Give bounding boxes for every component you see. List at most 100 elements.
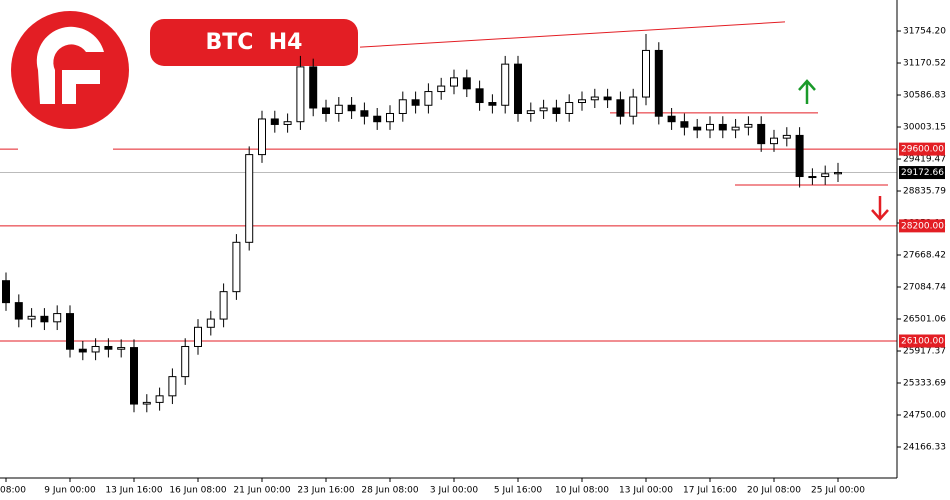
candle-body xyxy=(552,107,561,114)
up-arrow xyxy=(798,79,816,104)
candle-body xyxy=(309,66,318,109)
candle-body xyxy=(475,88,484,104)
candle-body xyxy=(181,345,190,378)
candle-body xyxy=(360,110,369,117)
candle-body xyxy=(821,173,830,178)
candle-body xyxy=(424,91,433,106)
candle-body xyxy=(245,154,254,243)
candle-body xyxy=(168,376,177,397)
y-tick-label: 27084.74 xyxy=(903,283,946,293)
y-tick-label: 27668.42 xyxy=(903,251,946,261)
x-tick-label: 9 Jun 00:00 xyxy=(44,486,96,496)
candle-body xyxy=(398,99,407,114)
candle-body xyxy=(667,115,676,123)
x-tick-label: 23 Jun 16:00 xyxy=(297,486,354,496)
candle-body xyxy=(206,318,215,328)
level-label: 28200.00 xyxy=(901,221,944,231)
x-tick-label: 13 Jun 16:00 xyxy=(105,486,162,496)
candle-body xyxy=(757,123,766,145)
y-tick-label: 25917.37 xyxy=(903,347,946,357)
candle-body xyxy=(744,123,753,128)
candle-body xyxy=(14,302,23,320)
candle-body xyxy=(142,401,151,405)
candle-body xyxy=(322,107,330,114)
candle-body xyxy=(731,126,740,131)
candle-body xyxy=(437,85,446,93)
candle-body xyxy=(104,345,113,350)
candle-body xyxy=(718,123,727,131)
x-tick-label: 25 Jul 00:00 xyxy=(811,486,865,496)
candle-body xyxy=(578,99,586,104)
candle-body xyxy=(27,315,36,320)
candle-body xyxy=(526,110,535,114)
candle-body xyxy=(219,291,228,320)
current-price-label: 29172.66 xyxy=(901,168,944,178)
x-tick-label: 3 Jul 00:00 xyxy=(430,486,479,496)
candle-body xyxy=(808,176,817,179)
x-tick-label: 28 Jun 08:00 xyxy=(361,486,418,496)
current-price-box xyxy=(899,166,945,180)
trendline xyxy=(359,21,786,48)
symbol-badge xyxy=(150,19,358,66)
logo xyxy=(11,11,129,129)
candle-body xyxy=(270,118,279,125)
x-tick-label: 5 Jul 16:00 xyxy=(494,486,543,496)
y-tick-label: 24166.33 xyxy=(903,443,946,453)
candle-body xyxy=(642,49,650,98)
candle-body xyxy=(834,172,842,175)
candle-body xyxy=(590,96,599,101)
y-tick-label: 26501.06 xyxy=(903,315,946,325)
y-tick-label: 25333.69 xyxy=(903,379,946,389)
level-label: 29600.00 xyxy=(901,145,944,155)
candle-body xyxy=(411,99,420,106)
x-tick-label: 13 Jul 00:00 xyxy=(619,486,673,496)
candle-body xyxy=(462,77,471,90)
candle-body xyxy=(450,77,458,87)
candle-body xyxy=(66,313,74,350)
candle-body xyxy=(565,102,574,114)
candle-body xyxy=(629,96,638,117)
y-tick-label: 31170.52 xyxy=(903,59,946,69)
candle-body xyxy=(539,107,548,112)
candle-body xyxy=(488,102,497,106)
candle-body xyxy=(501,63,510,106)
y-tick-label: 29419.47 xyxy=(903,155,946,165)
level-label: 26100.00 xyxy=(901,336,944,346)
candle-body xyxy=(283,121,292,125)
candle-body xyxy=(795,134,804,178)
candle-body xyxy=(117,347,126,350)
x-tick-label: 17 Jul 16:00 xyxy=(683,486,737,496)
y-tick-label: 31754.20 xyxy=(903,27,946,37)
candle-body xyxy=(782,134,791,139)
level-box xyxy=(899,142,945,156)
logo-mark xyxy=(36,26,104,104)
candle-body xyxy=(654,49,663,117)
candle-body xyxy=(770,137,778,145)
y-tick-label: 30586.83 xyxy=(903,91,946,101)
candle-body xyxy=(693,126,702,131)
candle-body xyxy=(296,66,305,123)
down-arrow xyxy=(871,196,889,221)
candle-body xyxy=(706,123,714,131)
y-tick-label: 28835.79 xyxy=(903,187,946,197)
x-tick-label: 21 Jun 00:00 xyxy=(233,486,290,496)
level-box xyxy=(899,334,945,348)
candle-body xyxy=(53,313,62,323)
candle-body xyxy=(373,115,382,123)
candle-body xyxy=(2,280,10,304)
candle-body xyxy=(258,118,266,156)
y-tick-label: 30003.15 xyxy=(903,123,946,133)
candle-body xyxy=(91,345,100,353)
candle-body xyxy=(155,395,164,403)
candle-body xyxy=(680,121,689,128)
candle-body xyxy=(386,112,394,123)
candle-body xyxy=(40,315,49,323)
x-tick-label: 16 Jun 08:00 xyxy=(169,486,226,496)
candle-body xyxy=(78,348,87,353)
level-box xyxy=(899,219,945,233)
candle-body xyxy=(334,104,343,114)
candle-body xyxy=(130,347,138,405)
candle-body xyxy=(514,63,522,114)
